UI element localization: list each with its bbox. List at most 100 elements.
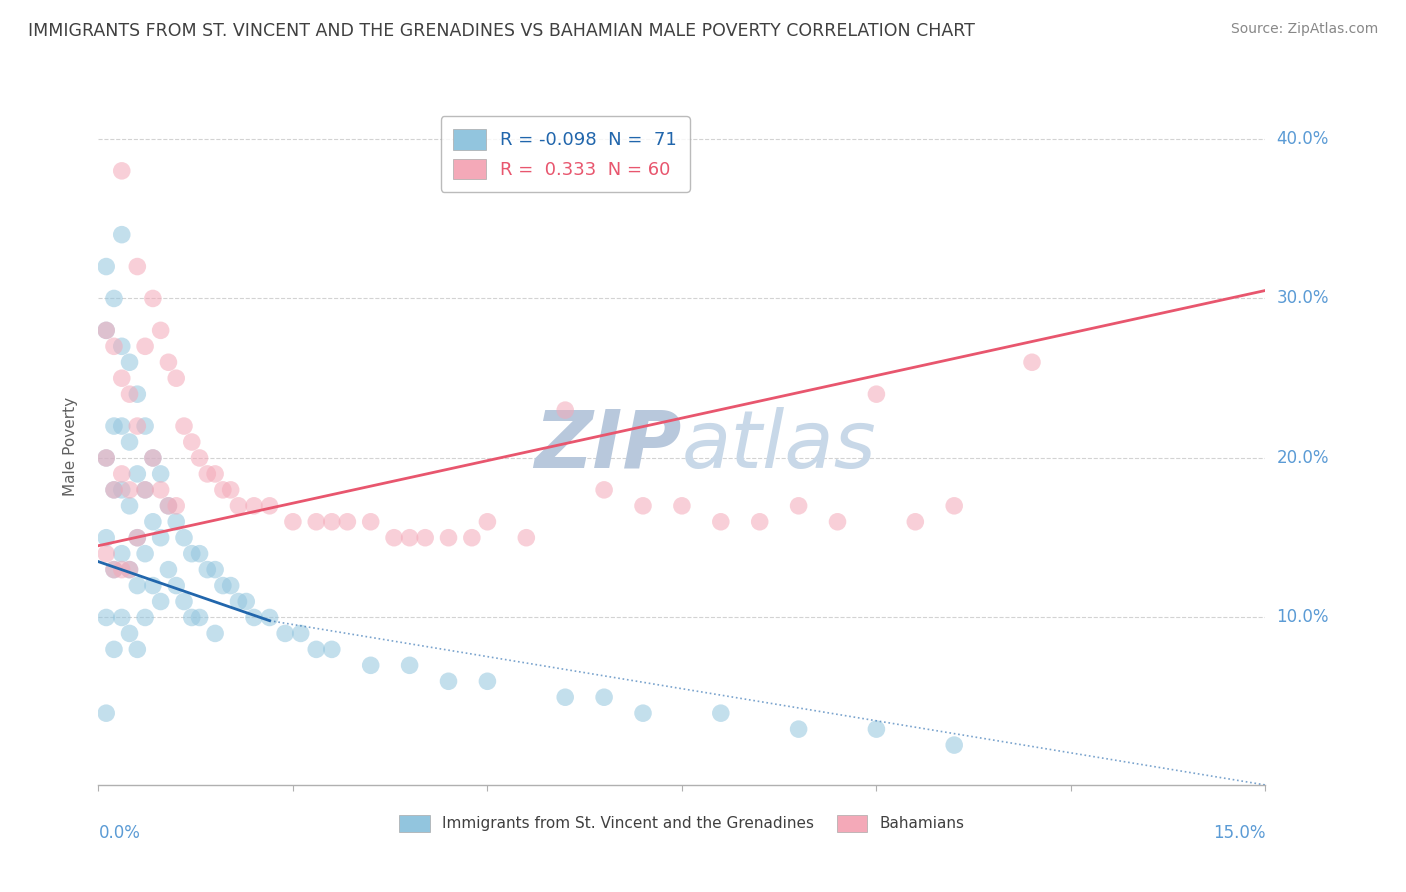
Point	[157, 499, 180, 513]
Point	[165, 499, 187, 513]
Point	[173, 531, 195, 545]
Point	[127, 260, 149, 274]
Point	[134, 483, 156, 497]
Point	[142, 515, 165, 529]
Point	[787, 722, 810, 736]
Point	[103, 419, 125, 434]
Point	[437, 531, 460, 545]
Point	[593, 690, 616, 705]
Point	[157, 355, 180, 369]
Point	[219, 578, 242, 592]
Point	[142, 450, 165, 465]
Point	[118, 563, 141, 577]
Point	[103, 563, 125, 577]
Point	[477, 515, 499, 529]
Point	[127, 419, 149, 434]
Point	[111, 483, 134, 497]
Point	[118, 483, 141, 497]
Point	[96, 450, 118, 465]
Point	[710, 515, 733, 529]
Point	[127, 531, 149, 545]
Point	[180, 435, 202, 450]
Point	[118, 355, 141, 369]
Point	[103, 642, 125, 657]
Point	[149, 467, 172, 481]
Point	[134, 419, 156, 434]
Point	[103, 339, 125, 353]
Point	[134, 483, 156, 497]
Point	[195, 467, 218, 481]
Point	[142, 292, 165, 306]
Point	[235, 594, 257, 608]
Point	[103, 292, 125, 306]
Text: 15.0%: 15.0%	[1213, 824, 1265, 842]
Point	[290, 626, 312, 640]
Point	[195, 563, 218, 577]
Point	[180, 610, 202, 624]
Point	[243, 499, 266, 513]
Point	[96, 323, 118, 337]
Point	[134, 610, 156, 624]
Text: Source: ZipAtlas.com: Source: ZipAtlas.com	[1230, 22, 1378, 37]
Point	[1021, 355, 1043, 369]
Point	[96, 260, 118, 274]
Point	[787, 499, 810, 513]
Point	[165, 515, 187, 529]
Point	[111, 563, 134, 577]
Point	[274, 626, 297, 640]
Point	[118, 435, 141, 450]
Point	[631, 499, 654, 513]
Point	[437, 674, 460, 689]
Point	[943, 738, 966, 752]
Text: 20.0%: 20.0%	[1277, 449, 1329, 467]
Text: 30.0%: 30.0%	[1277, 289, 1329, 308]
Point	[111, 547, 134, 561]
Point	[461, 531, 484, 545]
Point	[212, 578, 235, 592]
Point	[398, 658, 420, 673]
Point	[118, 626, 141, 640]
Text: 10.0%: 10.0%	[1277, 608, 1329, 626]
Point	[127, 578, 149, 592]
Point	[96, 610, 118, 624]
Point	[413, 531, 436, 545]
Point	[134, 339, 156, 353]
Point	[111, 227, 134, 242]
Point	[219, 483, 242, 497]
Point	[515, 531, 537, 545]
Point	[111, 467, 134, 481]
Point	[943, 499, 966, 513]
Point	[228, 594, 250, 608]
Point	[212, 483, 235, 497]
Point	[118, 387, 141, 401]
Point	[165, 578, 187, 592]
Point	[360, 658, 382, 673]
Point	[305, 642, 328, 657]
Text: ZIP: ZIP	[534, 407, 682, 485]
Point	[180, 547, 202, 561]
Point	[204, 626, 226, 640]
Point	[188, 610, 211, 624]
Point	[127, 387, 149, 401]
Point	[111, 610, 134, 624]
Point	[382, 531, 405, 545]
Point	[96, 547, 118, 561]
Point	[103, 483, 125, 497]
Point	[157, 563, 180, 577]
Point	[96, 450, 118, 465]
Point	[865, 722, 887, 736]
Point	[281, 515, 304, 529]
Point	[321, 642, 343, 657]
Point	[127, 531, 149, 545]
Point	[336, 515, 359, 529]
Point	[127, 467, 149, 481]
Point	[127, 642, 149, 657]
Point	[748, 515, 770, 529]
Point	[142, 450, 165, 465]
Point	[149, 531, 172, 545]
Text: IMMIGRANTS FROM ST. VINCENT AND THE GRENADINES VS BAHAMIAN MALE POVERTY CORRELAT: IMMIGRANTS FROM ST. VINCENT AND THE GREN…	[28, 22, 974, 40]
Point	[111, 371, 134, 385]
Point	[118, 499, 141, 513]
Text: atlas: atlas	[682, 407, 877, 485]
Point	[149, 594, 172, 608]
